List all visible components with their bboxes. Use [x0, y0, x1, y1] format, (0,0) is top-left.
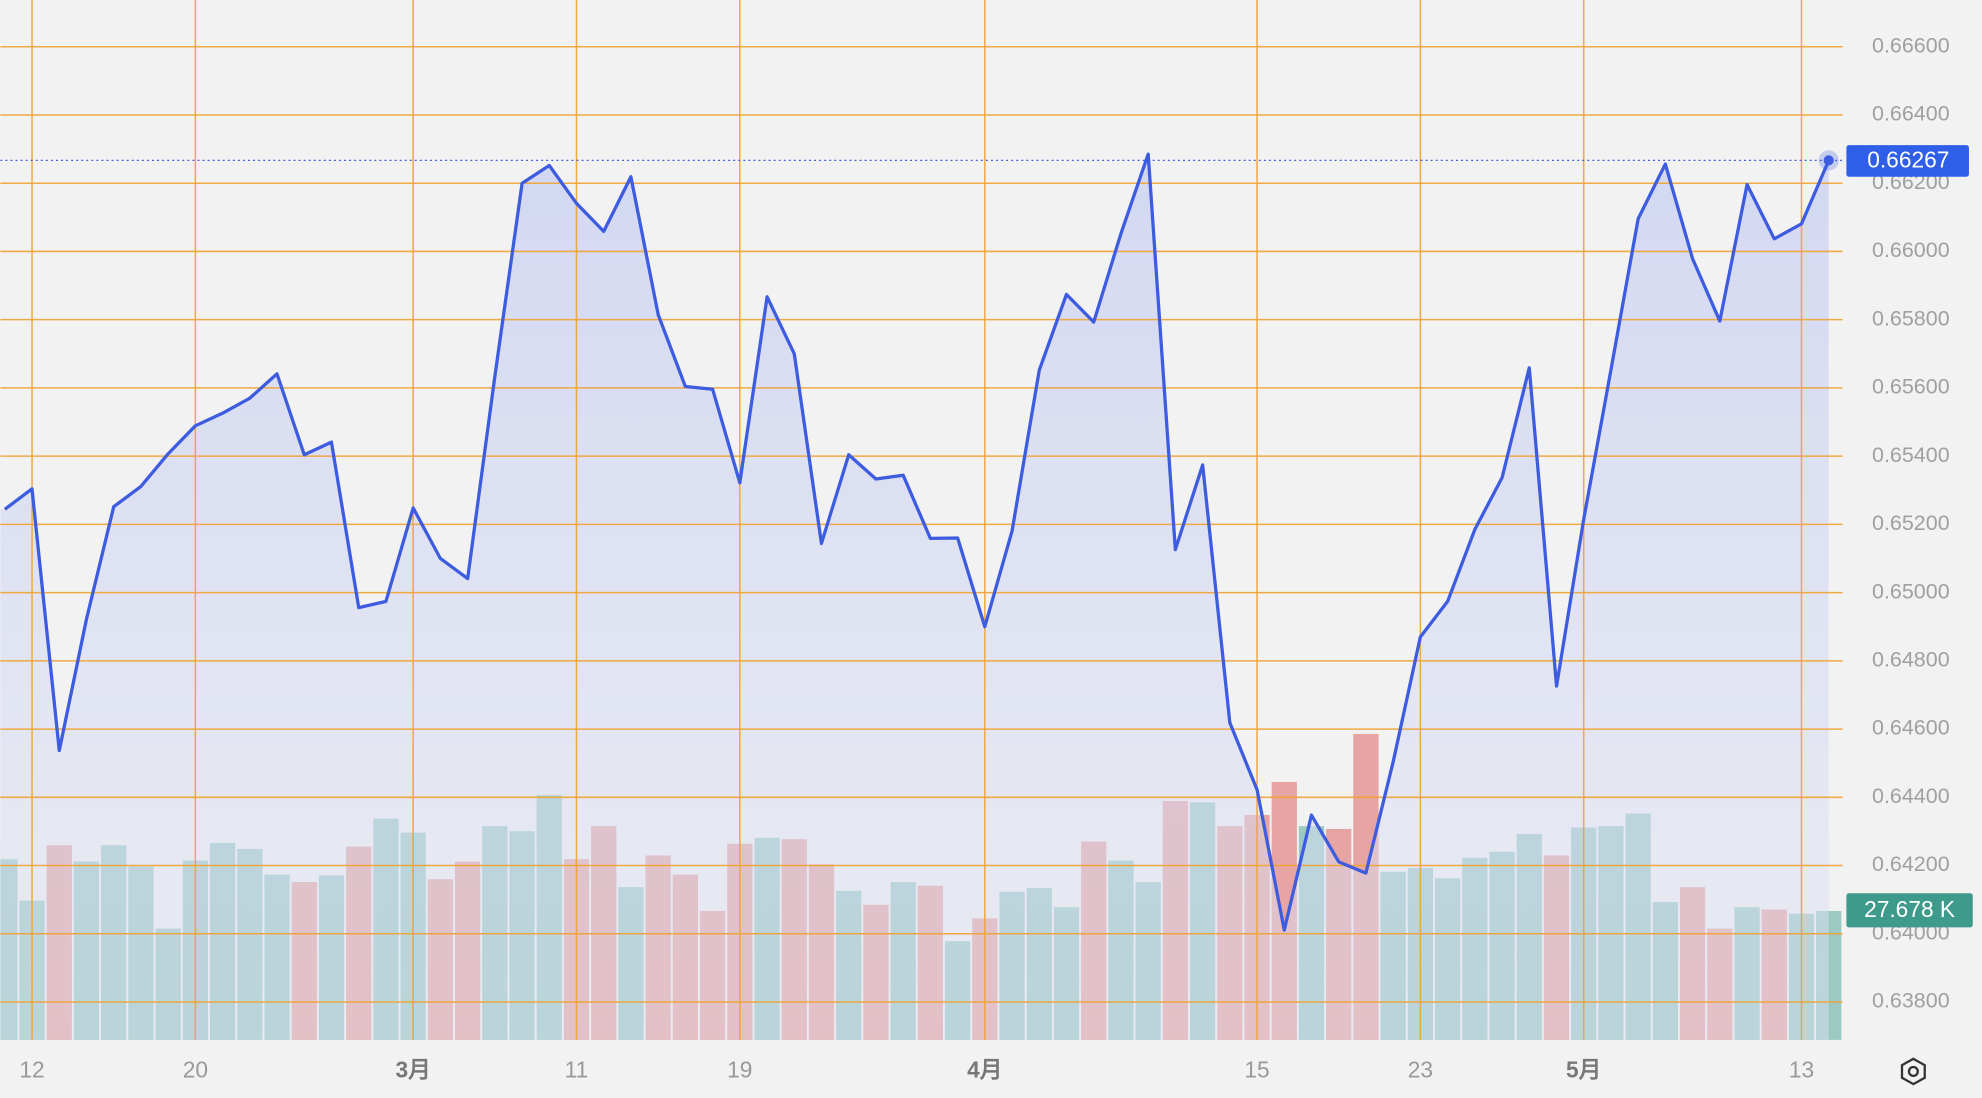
price-area — [0, 154, 1829, 1040]
y-tick-label: 0.63800 — [1872, 989, 1950, 1013]
y-tick-label: 0.66600 — [1872, 33, 1950, 57]
x-tick-label: 5月 — [1566, 1056, 1601, 1082]
price-line — [3, 152, 1831, 932]
y-tick-label: 0.65400 — [1872, 443, 1950, 467]
y-tick-label: 0.66400 — [1872, 102, 1950, 126]
last-price-dot — [1823, 155, 1834, 166]
y-tick-label: 0.64200 — [1872, 852, 1950, 876]
settings-icon[interactable] — [1900, 1057, 1926, 1086]
x-tick-label: 19 — [727, 1056, 752, 1082]
y-tick-label: 0.64400 — [1872, 784, 1950, 808]
y-tick-label: 0.65000 — [1872, 579, 1950, 603]
last-volume-box — [1846, 893, 1973, 928]
y-tick-label: 0.64600 — [1872, 716, 1950, 740]
x-tick-label: 20 — [183, 1056, 208, 1082]
y-tick-label: 0.65800 — [1872, 306, 1950, 330]
x-tick-label: 12 — [19, 1056, 44, 1082]
x-tick-label: 15 — [1244, 1056, 1269, 1082]
y-tick-label: 0.65200 — [1872, 511, 1950, 535]
last-volume-label: 27.678 K — [1864, 896, 1955, 922]
last-price-label: 0.66267 — [1867, 147, 1949, 173]
y-tick-label: 0.64800 — [1872, 648, 1950, 672]
last-price-box — [1846, 145, 1969, 177]
x-tick-label: 3月 — [395, 1056, 430, 1082]
x-tick-label: 23 — [1408, 1056, 1433, 1082]
settings-hexagon[interactable] — [1900, 1057, 1926, 1086]
x-tick-label: 4月 — [967, 1056, 1002, 1082]
settings-dot[interactable] — [1907, 1065, 1919, 1078]
y-tick-label: 0.66000 — [1872, 238, 1950, 262]
y-tick-label: 0.65600 — [1872, 375, 1950, 399]
x-tick-label: 13 — [1789, 1056, 1814, 1082]
x-tick-label: 11 — [565, 1056, 589, 1082]
